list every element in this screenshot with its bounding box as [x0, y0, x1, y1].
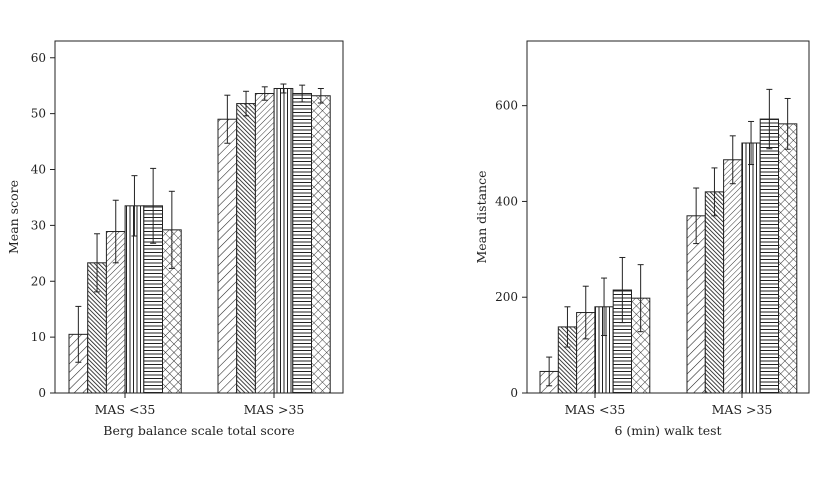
bar — [254, 93, 275, 394]
y-tick-label: 40 — [31, 163, 46, 177]
y-tick-label: 50 — [31, 107, 46, 121]
y-tick-label: 400 — [495, 194, 518, 208]
y-tick-label: 20 — [31, 274, 46, 288]
y-tick-label: 0 — [510, 386, 518, 400]
x-category-label: MAS >35 — [244, 402, 305, 417]
bar — [292, 93, 312, 394]
x-axis-title: 6 (min) walk test — [614, 423, 721, 438]
bar — [723, 159, 743, 394]
x-category-label: MAS <35 — [95, 402, 156, 417]
walk-test-chart: 0 200 400 600 MAS <35 MAS >35 6 (min) walk tes… — [474, 40, 810, 438]
x-category-label: MAS <35 — [565, 402, 626, 417]
x-axis-title: Berg balance scale total score — [103, 423, 294, 438]
y-axis-title: Mean score — [6, 180, 21, 254]
bar — [217, 118, 238, 394]
bar — [704, 191, 725, 394]
y-tick-label: 10 — [31, 330, 46, 344]
y-tick-label: 30 — [31, 218, 46, 232]
y-tick-label: 0 — [38, 386, 46, 400]
plot-frame — [54, 40, 344, 394]
bar — [273, 87, 294, 394]
y-axis-title: Mean distance — [474, 170, 489, 263]
x-category-label: MAS >35 — [712, 402, 773, 417]
y-tick-label: 60 — [31, 51, 46, 65]
bar — [759, 118, 780, 394]
berg-balance-chart: 0 10 20 30 40 50 60 MAS <35 MAS >35 Berg balance … — [6, 40, 344, 438]
bar — [741, 142, 761, 394]
plot-frame — [526, 40, 810, 394]
y-tick-label: 200 — [495, 290, 518, 304]
bar — [778, 123, 798, 394]
bar — [236, 103, 256, 394]
bar — [311, 95, 331, 394]
y-tick-label: 600 — [495, 99, 518, 113]
